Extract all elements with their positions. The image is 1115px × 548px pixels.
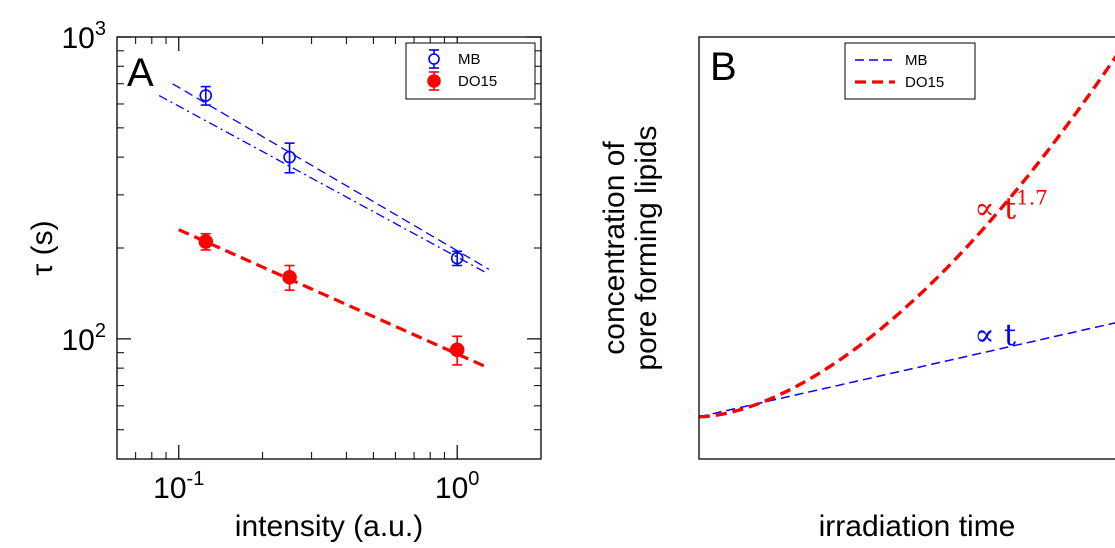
y-tick-label: 103 (62, 18, 107, 55)
panel-a: A 10-1 100 102 103 intensity (a.u.) τ (s) M… (26, 18, 542, 543)
panel-b-ylabel: concentration of pore forming lipids (598, 125, 663, 370)
point-do15 (449, 342, 465, 358)
point-mb (199, 89, 213, 102)
panel-b-xlabel: irradiation time (819, 510, 1016, 543)
panel-b-annotations: ∝ t1.7 ∝ t (974, 185, 1048, 353)
panel-b-lines (698, 54, 1115, 419)
panel-a-letter: A (127, 51, 154, 95)
panel-a-frame (116, 36, 542, 460)
panel-b-legend: MB DO15 (844, 42, 976, 100)
panel-a-xlabel: intensity (a.u.) (235, 510, 423, 543)
legend-b-label-mb: MB (905, 52, 928, 69)
legend-a-label-mb: MB (458, 51, 481, 68)
legend-a-label-do15: DO15 (458, 73, 497, 90)
panel-a-ylabel: τ (s) (26, 220, 59, 275)
point-mb (450, 251, 464, 265)
fit-line-mb (158, 94, 488, 274)
annotation-do15: ∝ t1.7 (974, 185, 1048, 226)
panel-a-fit-lines (158, 83, 490, 370)
y-tick-label: 102 (62, 320, 107, 357)
legend-a-marker-mb (428, 53, 440, 65)
x-tick-label: 100 (435, 468, 480, 505)
panel-b-letter: B (710, 45, 737, 89)
panel-b-ylabel-line2: pore forming lipids (630, 125, 663, 370)
point-mb (283, 150, 296, 164)
curve-do15 (698, 54, 1115, 419)
x-tick-label: 10-1 (153, 468, 204, 505)
annotation-mb: ∝ t (974, 318, 1016, 353)
point-do15 (198, 234, 214, 249)
curve-mb (698, 322, 1115, 418)
legend-a-marker-do15 (427, 74, 441, 88)
panel-a-tick-labels: 10-1 100 102 103 (62, 18, 480, 505)
panel-a-data-points (198, 85, 465, 366)
legend-b-box (844, 42, 976, 100)
panel-b: B ∝ t1.7 ∝ t irradiation time concentrati… (598, 36, 1115, 543)
panel-a-legend: MB DO15 (405, 42, 536, 100)
legend-a-box (405, 42, 536, 100)
fit-line-do15 (178, 228, 490, 370)
panel-b-ylabel-line1: concentration of (598, 141, 631, 355)
panel-b-frame (698, 36, 1115, 460)
fit-line-mb (172, 83, 490, 270)
point-do15 (282, 269, 297, 285)
panel-a-ticks (116, 36, 542, 460)
legend-b-label-do15: DO15 (905, 74, 944, 91)
